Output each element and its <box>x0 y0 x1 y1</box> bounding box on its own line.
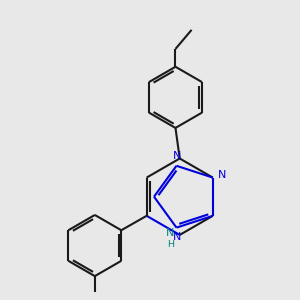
Text: N: N <box>165 228 174 238</box>
Text: N: N <box>173 151 182 161</box>
Text: N: N <box>218 170 227 181</box>
Text: H: H <box>167 240 174 249</box>
Text: N: N <box>173 232 182 242</box>
